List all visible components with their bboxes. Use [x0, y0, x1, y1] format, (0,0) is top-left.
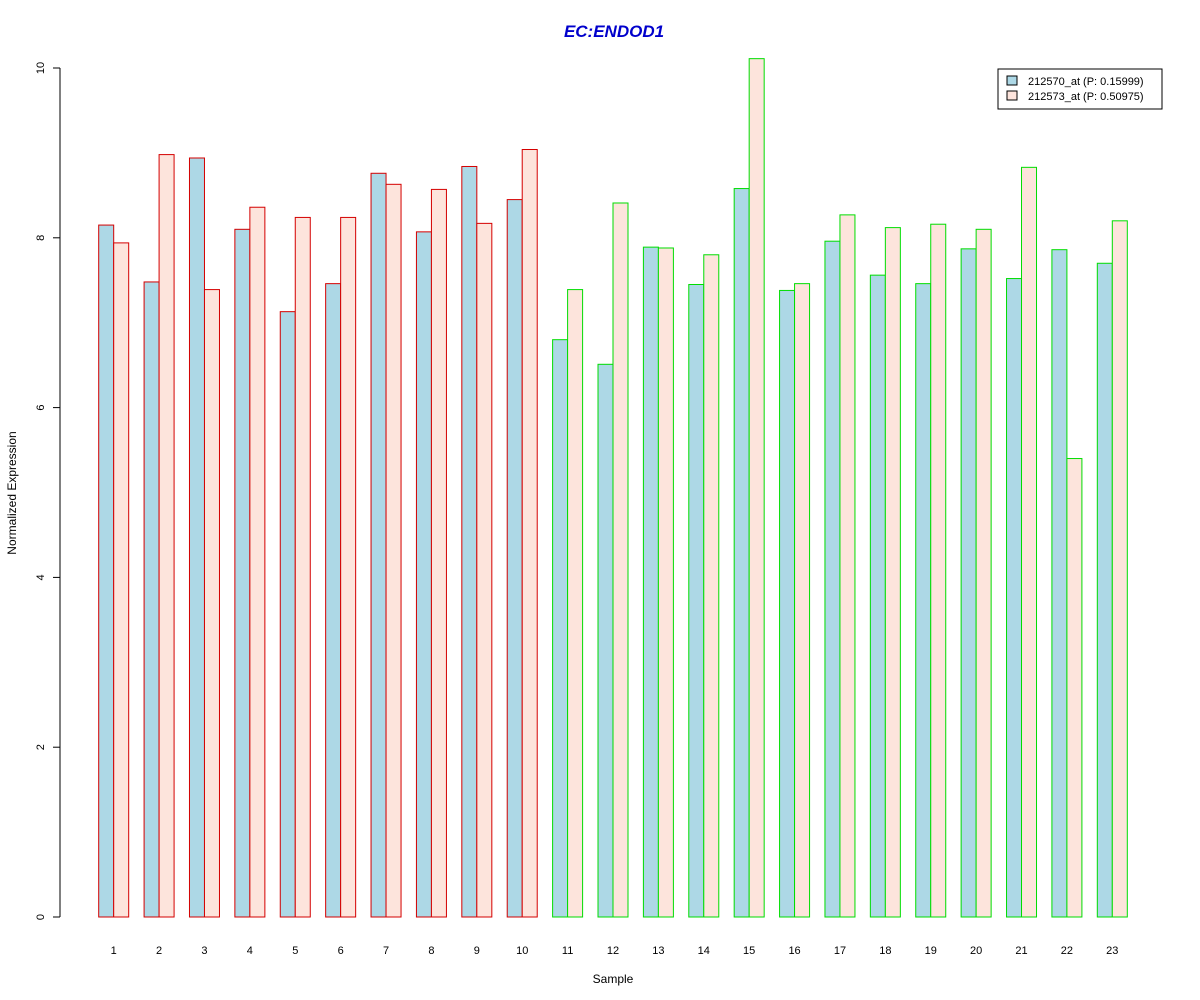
bar-sample-16-series-2 [794, 283, 811, 918]
x-tick-label: 3 [201, 945, 207, 957]
bar-sample-7-series-1 [370, 172, 387, 918]
legend-box [997, 68, 1163, 110]
bar-sample-1-series-2 [113, 242, 130, 918]
x-tick-label: 4 [247, 945, 253, 957]
bar-sample-2-series-2 [158, 154, 175, 918]
bar-sample-22-series-1 [1051, 249, 1068, 918]
x-tick-label: 18 [879, 945, 891, 957]
bar-sample-20-series-2 [975, 228, 992, 918]
bar-sample-15-series-1 [733, 188, 750, 918]
x-tick-label: 14 [698, 945, 710, 957]
x-tick-label: 5 [292, 945, 298, 957]
x-tick-label: 7 [383, 945, 389, 957]
bar-sample-14-series-2 [703, 254, 720, 918]
bar-sample-7-series-2 [385, 183, 402, 918]
bar-sample-9-series-1 [461, 165, 478, 918]
y-tick-label: 8 [35, 235, 47, 241]
bar-sample-5-series-2 [294, 216, 311, 918]
x-tick-label: 16 [788, 945, 800, 957]
x-axis-label: Sample [593, 972, 634, 986]
y-axis-label: Normalized Expression [5, 431, 19, 554]
bar-sample-11-series-1 [552, 339, 569, 918]
bar-sample-2-series-1 [143, 281, 160, 918]
bar-sample-4-series-1 [234, 228, 251, 918]
bar-sample-9-series-2 [476, 222, 493, 918]
bar-sample-6-series-2 [340, 216, 357, 918]
bar-sample-13-series-1 [642, 246, 659, 918]
y-tick-label: 0 [35, 914, 47, 920]
legend-label-series-1: 212570_at (P: 0.15999) [1028, 76, 1144, 88]
x-tick-label: 8 [428, 945, 434, 957]
y-axis: 0 2 4 6 8 10 [35, 62, 61, 920]
bar-sample-4-series-2 [249, 206, 266, 918]
bar-sample-19-series-1 [915, 283, 932, 918]
y-tick-label: 4 [35, 574, 47, 580]
x-tick-label: 22 [1061, 945, 1073, 957]
bar-sample-10-series-2 [521, 149, 538, 918]
bar-sample-12-series-1 [597, 363, 614, 918]
bar-sample-19-series-2 [930, 223, 947, 918]
bar-sample-6-series-1 [325, 283, 342, 918]
x-tick-label: 10 [516, 945, 528, 957]
chart-title: EC:ENDOD1 [564, 22, 664, 41]
legend-swatch-series-2 [1006, 90, 1018, 101]
x-tick-label: 19 [925, 945, 937, 957]
x-tick-label: 23 [1106, 945, 1118, 957]
bar-sample-23-series-1 [1096, 262, 1113, 918]
bars-group [98, 58, 1128, 918]
bar-sample-17-series-2 [839, 214, 856, 918]
bar-sample-3-series-2 [203, 289, 220, 918]
x-tick-label: 12 [607, 945, 619, 957]
bar-sample-21-series-1 [1006, 278, 1023, 918]
x-tick-label: 2 [156, 945, 162, 957]
bar-sample-13-series-2 [657, 247, 674, 918]
x-tick-label: 11 [562, 945, 573, 957]
x-tick-labels: 1 2 3 4 5 6 7 8 9 10 11 12 13 14 15 16 17 18 19 20 21 22 23 [111, 945, 1119, 957]
bar-sample-15-series-2 [748, 58, 765, 918]
y-tick-label: 6 [35, 405, 47, 411]
x-tick-label: 13 [652, 945, 664, 957]
bar-sample-17-series-1 [824, 240, 841, 918]
x-tick-label: 17 [834, 945, 846, 957]
bar-sample-8-series-1 [415, 231, 432, 918]
bar-sample-8-series-2 [430, 188, 447, 918]
bar-sample-23-series-2 [1111, 220, 1128, 918]
bar-sample-18-series-2 [884, 227, 901, 918]
bar-sample-20-series-1 [960, 248, 977, 918]
legend-label-series-2: 212573_at (P: 0.50975) [1028, 91, 1144, 103]
bar-sample-18-series-1 [869, 274, 886, 918]
bar-sample-5-series-1 [279, 311, 296, 918]
bar-sample-11-series-2 [567, 289, 584, 918]
bar-sample-3-series-1 [188, 157, 205, 918]
bar-sample-1-series-1 [98, 224, 115, 918]
x-tick-label: 6 [338, 945, 344, 957]
x-tick-label: 20 [970, 945, 982, 957]
bar-sample-14-series-1 [688, 283, 705, 918]
x-tick-label: 21 [1015, 945, 1027, 957]
legend: 212570_at (P: 0.15999) 212573_at (P: 0.5… [997, 68, 1163, 110]
x-tick-label: 15 [743, 945, 755, 957]
x-tick-label: 9 [474, 945, 480, 957]
x-tick-label: 1 [111, 945, 117, 957]
bar-sample-12-series-2 [612, 202, 629, 918]
legend-swatch-series-1 [1006, 75, 1018, 86]
bar-sample-22-series-2 [1066, 458, 1083, 918]
y-tick-label: 10 [35, 62, 47, 74]
bar-sample-10-series-1 [506, 199, 523, 918]
bar-sample-16-series-1 [779, 289, 796, 918]
y-tick-label: 2 [35, 744, 47, 750]
bar-sample-21-series-2 [1021, 166, 1038, 918]
